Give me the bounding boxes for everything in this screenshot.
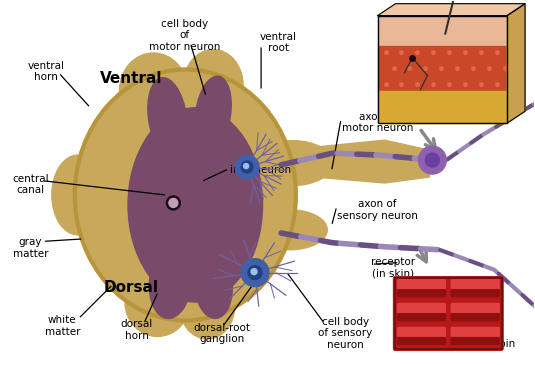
FancyBboxPatch shape [452, 304, 499, 313]
FancyBboxPatch shape [398, 304, 445, 313]
Circle shape [241, 161, 253, 173]
FancyBboxPatch shape [394, 277, 449, 303]
Text: gray
matter: gray matter [13, 237, 48, 259]
Text: effector
(muscle): effector (muscle) [402, 17, 447, 39]
Polygon shape [315, 140, 430, 183]
FancyBboxPatch shape [378, 91, 507, 123]
Text: cell body
of sensory
neuron: cell body of sensory neuron [318, 317, 372, 350]
Ellipse shape [253, 210, 327, 250]
Circle shape [243, 164, 249, 169]
Text: ventral
root: ventral root [259, 32, 296, 53]
Circle shape [418, 146, 446, 174]
Ellipse shape [149, 247, 192, 318]
Polygon shape [378, 4, 525, 16]
FancyBboxPatch shape [394, 324, 449, 350]
Ellipse shape [253, 141, 333, 185]
Text: Dorsal: Dorsal [104, 280, 159, 295]
Ellipse shape [194, 251, 232, 318]
Text: white
matter: white matter [44, 315, 80, 337]
FancyBboxPatch shape [447, 300, 503, 326]
FancyBboxPatch shape [452, 314, 499, 320]
FancyBboxPatch shape [378, 16, 507, 46]
FancyBboxPatch shape [447, 324, 503, 350]
FancyBboxPatch shape [398, 327, 445, 337]
Circle shape [241, 259, 269, 287]
Circle shape [425, 153, 439, 167]
Circle shape [251, 269, 257, 274]
FancyBboxPatch shape [378, 46, 507, 91]
Circle shape [169, 199, 178, 207]
Circle shape [248, 266, 262, 280]
Ellipse shape [148, 78, 187, 157]
FancyBboxPatch shape [452, 280, 499, 289]
Polygon shape [507, 4, 525, 123]
Ellipse shape [125, 269, 190, 337]
FancyBboxPatch shape [398, 280, 445, 289]
FancyBboxPatch shape [452, 290, 499, 297]
Text: ventral
horn: ventral horn [28, 61, 65, 82]
Text: Ventral: Ventral [101, 72, 163, 87]
Text: dorsal
horn: dorsal horn [121, 319, 153, 341]
Text: central
canal: central canal [12, 173, 49, 195]
Text: receptor
(in skin): receptor (in skin) [371, 257, 416, 279]
FancyBboxPatch shape [452, 327, 499, 337]
Ellipse shape [184, 50, 243, 121]
Ellipse shape [119, 53, 187, 128]
Text: axon of
sensory neuron: axon of sensory neuron [337, 199, 418, 220]
Ellipse shape [128, 108, 263, 302]
Text: dorsal-root
ganglion: dorsal-root ganglion [194, 323, 251, 344]
FancyBboxPatch shape [398, 314, 445, 320]
Text: axon of
motor neuron: axon of motor neuron [342, 112, 414, 133]
Ellipse shape [180, 274, 235, 339]
FancyBboxPatch shape [398, 338, 445, 345]
Text: interneuron: interneuron [230, 165, 292, 175]
FancyBboxPatch shape [394, 300, 449, 326]
Ellipse shape [76, 70, 295, 319]
Ellipse shape [195, 76, 231, 150]
FancyBboxPatch shape [398, 290, 445, 297]
Ellipse shape [52, 155, 104, 235]
FancyBboxPatch shape [447, 277, 503, 303]
Text: cell body
of
motor neuron: cell body of motor neuron [149, 19, 220, 52]
Circle shape [166, 196, 180, 210]
FancyBboxPatch shape [452, 338, 499, 345]
Circle shape [235, 155, 259, 179]
Text: pin: pin [499, 339, 516, 349]
